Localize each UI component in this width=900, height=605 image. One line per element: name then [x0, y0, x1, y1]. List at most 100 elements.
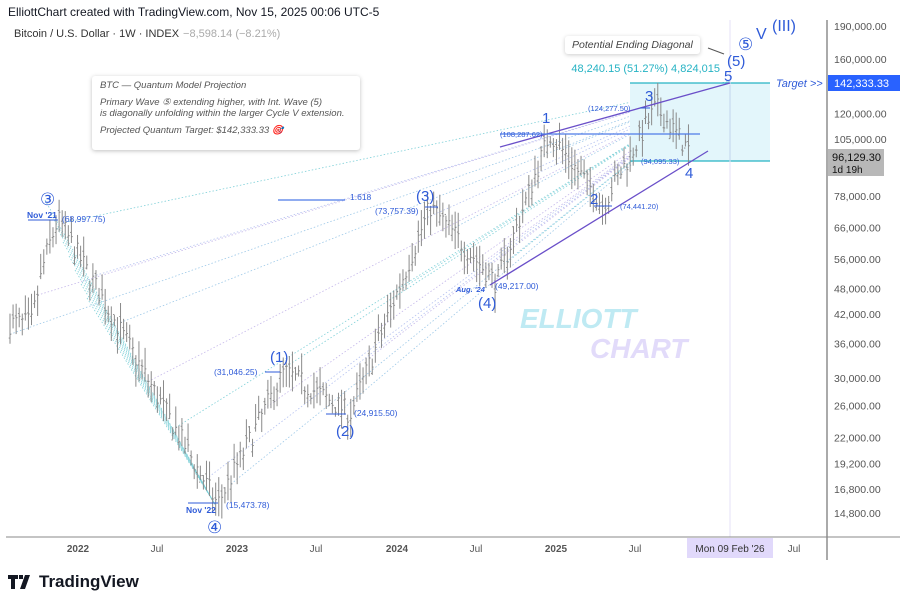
price-bar [97, 287, 101, 306]
price-bar [162, 380, 165, 422]
price-bar [278, 363, 282, 393]
fan-line [313, 80, 731, 392]
price-bar [404, 271, 408, 290]
price-bar [539, 145, 543, 172]
wave-int-5: (5) [727, 53, 745, 70]
price-bar [152, 380, 156, 396]
price-bar [687, 124, 690, 166]
price-bar [220, 484, 224, 519]
value-49217: (49,217.00) [495, 281, 539, 291]
note-target: Projected Quantum Target: $142,333.33 🎯 [100, 125, 284, 136]
projection-note[interactable]: BTC — Quantum Model Projection Primary W… [92, 76, 360, 150]
price-bar [656, 82, 660, 117]
price-bar [380, 322, 383, 348]
price-bar [469, 247, 472, 263]
price-bar [358, 363, 362, 400]
price-bar [214, 482, 217, 516]
price-bar [33, 290, 36, 309]
last-price-badge [828, 149, 884, 176]
value-108287: (108,287.62) [500, 130, 543, 139]
ending-diagonal-callout[interactable]: Potential Ending Diagonal [565, 36, 700, 54]
price-tick: 48,000.00 [834, 283, 881, 295]
wave-int-1: (1) [270, 349, 288, 366]
price-bar [291, 351, 294, 392]
fib-1618-label: 1.618 [350, 192, 372, 202]
price-bar [684, 134, 687, 149]
price-bar [8, 313, 12, 344]
price-bar [383, 313, 386, 338]
time-tick: Jul [629, 544, 642, 555]
price-bar [134, 355, 138, 387]
price-bar [582, 159, 586, 179]
price-bar [536, 160, 540, 189]
price-bar [515, 207, 518, 233]
price-bar [217, 477, 221, 517]
price-bar [281, 357, 285, 388]
price-bar [143, 347, 147, 382]
price-bar [527, 175, 531, 208]
price-bar [165, 398, 168, 421]
price-bar [140, 359, 144, 380]
fan-line [65, 80, 731, 223]
price-bar [119, 302, 122, 345]
wave-int-4: (4) [478, 295, 496, 312]
price-bar [481, 254, 485, 275]
price-bar [180, 418, 184, 447]
price-bar [36, 285, 39, 316]
tradingview-logo[interactable]: TradingView [8, 572, 139, 592]
price-bar [435, 200, 439, 227]
time-tick: 2022 [67, 544, 90, 555]
price-bar [189, 450, 193, 466]
time-axis: 2022 Jul 2023 Jul 2024 Jul 2025 Jul Jul [67, 544, 801, 555]
price-bar [235, 452, 239, 485]
price-bar [275, 382, 279, 407]
price-tick: 14,800.00 [834, 508, 881, 520]
price-bar [39, 253, 42, 280]
price-axis: 190,000.00 160,000.00 120,000.00 105,000.00… [834, 21, 887, 520]
fan-line [74, 269, 216, 505]
symbol-legend[interactable]: Bitcoin / U.S. Dollar · 1W · INDEX −8,598… [14, 28, 280, 40]
price-bar [100, 274, 104, 300]
price-bar [619, 166, 623, 179]
fan-line [68, 255, 216, 505]
tradingview-wordmark: TradingView [39, 572, 139, 591]
price-bar [297, 365, 300, 377]
price-bar [613, 160, 617, 182]
countdown-text: 1d 19h [832, 165, 863, 176]
price-bar [370, 358, 374, 375]
fan-line [396, 80, 731, 293]
price-bar [407, 254, 411, 282]
price-bar [334, 406, 337, 417]
time-tick: 2023 [226, 544, 249, 555]
time-tick: Jul [470, 544, 483, 555]
price-bar [205, 460, 208, 491]
price-bar [67, 225, 70, 246]
price-bar [14, 303, 18, 335]
price-bar [478, 245, 482, 287]
price-bar [374, 328, 377, 363]
price-bar [149, 371, 153, 403]
price-bar [79, 245, 82, 268]
wave-primary-5: ⑤ [738, 35, 753, 54]
value-74441: (74,441.20) [620, 202, 659, 211]
price-bar [598, 192, 601, 215]
price-bar [518, 215, 521, 243]
time-tick: Jul [151, 544, 164, 555]
price-bar [229, 475, 233, 503]
price-chart[interactable]: Nov '21 (68,997.75) Nov '22 (15,473.78) … [0, 0, 900, 560]
price-bar [499, 247, 503, 270]
wave-minor-2: 2 [590, 191, 598, 208]
target-zone [630, 83, 770, 161]
price-bar [340, 389, 343, 429]
price-bar [266, 379, 270, 409]
price-bar [417, 220, 420, 253]
price-bars [8, 82, 690, 519]
price-bar [327, 393, 331, 407]
price-bar [641, 119, 644, 157]
price-bar [131, 337, 135, 365]
price-bar [401, 269, 405, 292]
price-bar [24, 295, 27, 321]
value-15473: (15,473.78) [226, 500, 270, 510]
fan-line [479, 80, 731, 266]
price-bar [386, 294, 389, 323]
